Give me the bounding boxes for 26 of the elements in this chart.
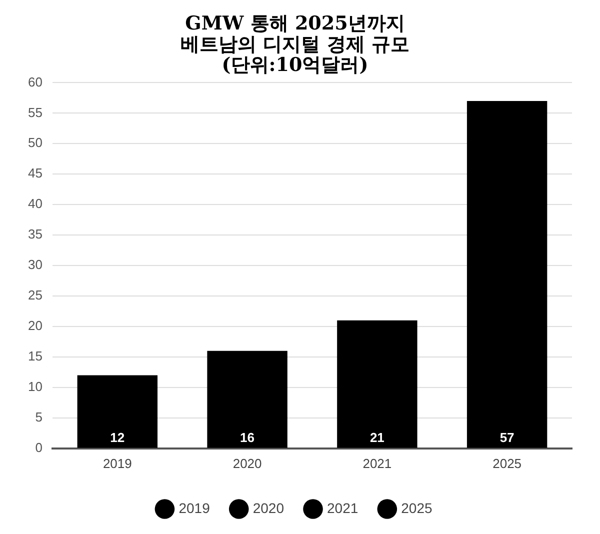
legend-label: 2025 xyxy=(401,500,433,516)
legend-label: 2020 xyxy=(252,500,284,516)
data-label: 12 xyxy=(110,430,125,445)
y-tick-label: 25 xyxy=(28,288,42,303)
legend-label: 2021 xyxy=(327,500,358,516)
y-tick-label: 10 xyxy=(28,379,42,394)
legend-label: 2019 xyxy=(178,500,210,516)
y-tick-label: 0 xyxy=(35,440,42,455)
x-tick-label: 2025 xyxy=(492,456,522,471)
data-label: 21 xyxy=(370,430,384,445)
x-tick-label: 2020 xyxy=(232,456,262,471)
y-tick-label: 50 xyxy=(28,135,42,150)
data-label: 16 xyxy=(240,430,255,445)
y-tick-label: 15 xyxy=(28,348,42,364)
y-tick-label: 20 xyxy=(28,318,42,334)
y-tick-label: 5 xyxy=(35,410,42,425)
chart-title: GMW 통해 2025년까지 베트남의 디지털 경제 규모 (단위:10억달러) xyxy=(180,12,410,76)
y-tick-label: 55 xyxy=(28,104,42,120)
data-label: 57 xyxy=(500,430,514,445)
x-tick-label: 2021 xyxy=(362,456,392,471)
y-tick-label: 60 xyxy=(28,74,42,90)
y-tick-label: 30 xyxy=(28,257,42,272)
y-tick-label: 45 xyxy=(28,166,42,181)
x-tick-label: 2019 xyxy=(102,456,132,471)
y-tick-label: 35 xyxy=(28,226,42,242)
y-tick-label: 40 xyxy=(28,196,42,212)
